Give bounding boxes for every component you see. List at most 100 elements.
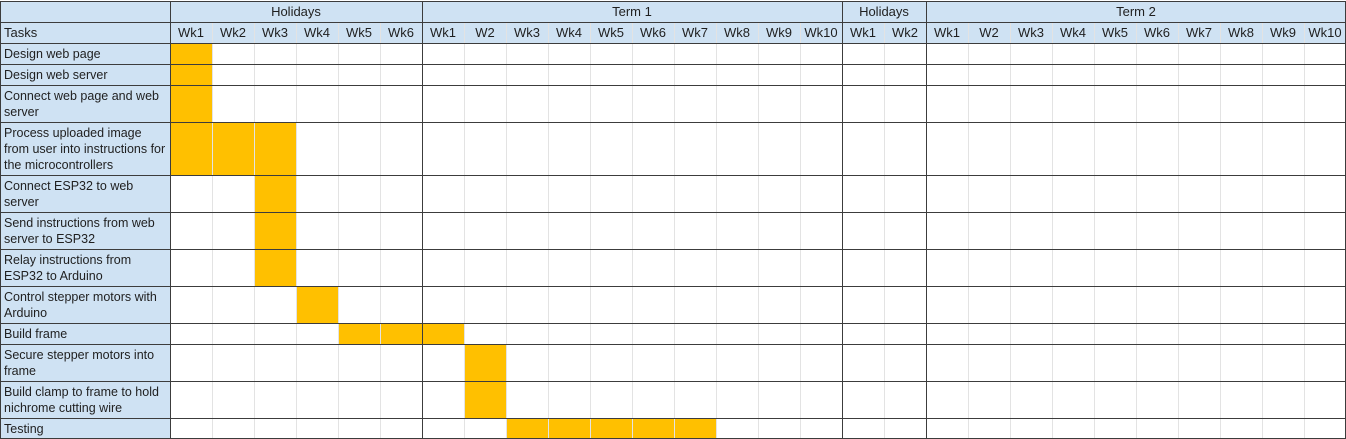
border-line <box>0 418 1346 419</box>
grid-line <box>506 22 507 439</box>
group-header: Term 2 <box>926 1 1346 22</box>
grid-line <box>884 22 885 439</box>
task-bar <box>254 249 296 286</box>
week-label: Wk8 <box>716 22 758 43</box>
week-label: Wk2 <box>884 22 926 43</box>
task-bar <box>170 64 212 85</box>
task-label: Testing <box>0 418 170 439</box>
week-label: Wk4 <box>548 22 590 43</box>
border-line <box>0 64 1346 65</box>
week-label: Wk7 <box>674 22 716 43</box>
border-line <box>0 175 1346 176</box>
grid-line <box>380 22 381 439</box>
task-label: Build clamp to frame to hold nichrome cu… <box>0 381 170 418</box>
task-bar <box>254 175 296 212</box>
border-line <box>0 1 1346 2</box>
week-label: Wk8 <box>1220 22 1262 43</box>
grid-line <box>1052 22 1053 439</box>
grid-line <box>1010 22 1011 439</box>
border-line <box>842 1 843 439</box>
week-label: W2 <box>968 22 1010 43</box>
task-label: Process uploaded image from user into in… <box>0 122 170 175</box>
week-label: Wk3 <box>1010 22 1052 43</box>
group-header: Holidays <box>170 1 422 22</box>
grid-line <box>968 22 969 439</box>
grid-line <box>212 22 213 439</box>
grid-line <box>800 22 801 439</box>
week-label: W2 <box>464 22 506 43</box>
week-label: Wk1 <box>422 22 464 43</box>
grid-line <box>338 22 339 439</box>
task-label: Relay instructions from ESP32 to Arduino <box>0 249 170 286</box>
grid-line <box>1220 22 1221 439</box>
task-bar <box>170 122 296 175</box>
week-label: Wk4 <box>1052 22 1094 43</box>
grid-line <box>632 22 633 439</box>
task-bar <box>338 323 464 344</box>
grid-line <box>1178 22 1179 439</box>
task-label: Design web page <box>0 43 170 64</box>
border-line <box>926 1 927 439</box>
task-label: Control stepper motors with Arduino <box>0 286 170 323</box>
group-header: Holidays <box>842 1 926 22</box>
grid-line <box>1262 22 1263 439</box>
week-label: Wk1 <box>842 22 884 43</box>
border-line <box>0 43 1346 44</box>
week-label: Wk7 <box>1178 22 1220 43</box>
week-label: Wk1 <box>170 22 212 43</box>
task-bar <box>464 344 506 381</box>
week-label: Wk5 <box>1094 22 1136 43</box>
week-label: Wk10 <box>800 22 842 43</box>
grid-line <box>758 22 759 439</box>
grid-line <box>1304 22 1305 439</box>
week-label: Wk2 <box>212 22 254 43</box>
corner-cell <box>0 1 170 22</box>
task-label: Connect web page and web server <box>0 85 170 122</box>
border-line <box>0 323 1346 324</box>
grid-line <box>548 22 549 439</box>
grid-line <box>296 22 297 439</box>
task-bar <box>254 212 296 249</box>
grid-line <box>1136 22 1137 439</box>
week-label: Wk1 <box>926 22 968 43</box>
task-label: Send instructions from web server to ESP… <box>0 212 170 249</box>
task-bar <box>506 418 716 439</box>
border-line <box>0 381 1346 382</box>
task-bar <box>296 286 338 323</box>
week-label: Wk4 <box>296 22 338 43</box>
group-header: Term 1 <box>422 1 842 22</box>
week-label: Wk9 <box>758 22 800 43</box>
week-label: Wk3 <box>506 22 548 43</box>
task-label: Connect ESP32 to web server <box>0 175 170 212</box>
week-label: Wk5 <box>590 22 632 43</box>
border-line <box>0 212 1346 213</box>
border-line <box>0 286 1346 287</box>
border-line <box>0 1 1 439</box>
grid-line <box>674 22 675 439</box>
week-label: Wk9 <box>1262 22 1304 43</box>
border-line <box>0 85 1346 86</box>
week-label: Wk10 <box>1304 22 1346 43</box>
grid-line <box>590 22 591 439</box>
border-line <box>0 22 1346 23</box>
task-bar <box>170 43 212 64</box>
task-label: Secure stepper motors into frame <box>0 344 170 381</box>
task-bar <box>170 85 212 122</box>
tasks-header: Tasks <box>0 22 170 43</box>
border-line <box>170 1 171 439</box>
week-label: Wk6 <box>1136 22 1178 43</box>
week-label: Wk5 <box>338 22 380 43</box>
week-label: Wk6 <box>380 22 422 43</box>
grid-line <box>464 22 465 439</box>
grid-line <box>716 22 717 439</box>
task-bar <box>464 381 506 418</box>
grid-line <box>1094 22 1095 439</box>
border-line <box>0 122 1346 123</box>
task-label: Design web server <box>0 64 170 85</box>
task-label: Build frame <box>0 323 170 344</box>
week-label: Wk3 <box>254 22 296 43</box>
grid-line <box>254 22 255 439</box>
border-line <box>0 344 1346 345</box>
border-line <box>0 249 1346 250</box>
